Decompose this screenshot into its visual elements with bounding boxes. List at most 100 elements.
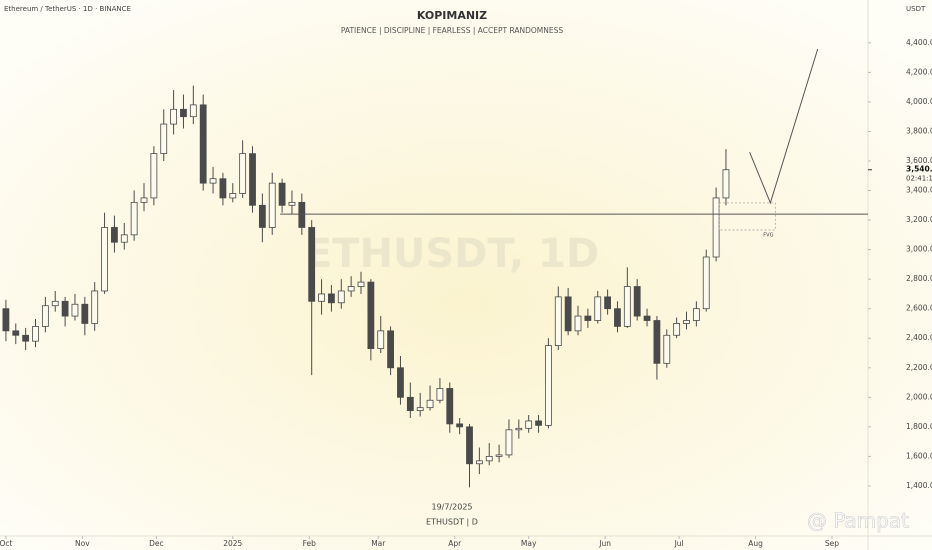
candle-body (239, 153, 247, 194)
watermark: ETHUSDT, 1D (305, 231, 599, 277)
y-tick-label: 4,400.00 (906, 38, 932, 47)
symbol-title: Ethereum / TetherUS · 1D · BINANCE (4, 5, 131, 13)
x-tick-label: May (521, 539, 537, 548)
candle-body (387, 330, 395, 369)
candle-body (673, 323, 681, 336)
x-tick-label: Aug (748, 539, 763, 548)
candle-body (416, 407, 424, 412)
candle-body (2, 308, 10, 332)
y-tick-label: 3,400.00 (906, 186, 932, 195)
candle-body (535, 420, 542, 426)
x-tick-label: Oct (0, 539, 12, 548)
candle-body (623, 286, 631, 327)
candle-body (357, 281, 365, 287)
site-mark: @ Pampat (807, 509, 909, 533)
author: KOPIMANIZ (417, 9, 487, 22)
candle-body (446, 388, 454, 425)
symbol-note: ETHUSDT | D (426, 518, 478, 527)
candle-body (22, 334, 30, 342)
x-tick-label: Dec (149, 539, 164, 548)
candle-body (712, 197, 720, 258)
candle-body (91, 290, 99, 324)
y-tick-label: 2,600.00 (906, 304, 932, 313)
candle-body (604, 296, 611, 310)
x-tick-label: 2025 (223, 539, 242, 548)
candle-body (633, 286, 641, 317)
x-tick-label: Mar (371, 539, 386, 548)
candle-body (594, 296, 602, 321)
candle-body (485, 455, 493, 462)
candle-body (120, 234, 128, 243)
candle-body (209, 178, 217, 184)
y-tick-label: 3,800.00 (906, 126, 932, 135)
candle-body (51, 300, 59, 307)
candle-body (505, 429, 513, 456)
candle-body (475, 460, 483, 465)
candle-body (150, 153, 158, 199)
candle-body (170, 108, 178, 125)
candle-body (298, 201, 306, 228)
x-tick-label: Nov (75, 539, 90, 548)
candle-body (258, 204, 266, 228)
x-tick-label: Jul (674, 539, 684, 548)
y-tick-label: 3,000.00 (906, 245, 932, 254)
x-tick-label: Jun (598, 539, 611, 548)
candle-body (692, 308, 700, 321)
y-tick-label: 2,400.00 (906, 333, 932, 342)
candle-body (564, 296, 572, 332)
candle-body (574, 315, 582, 332)
candle-body (308, 227, 316, 302)
candle-body (180, 108, 187, 118)
candle-body (12, 330, 20, 336)
y-tick-label: 3,600.00 (906, 156, 932, 165)
candle-body (278, 182, 286, 206)
candle-body (81, 303, 89, 324)
projection-line (749, 48, 819, 205)
candle-body (545, 345, 552, 426)
candle-body (318, 293, 325, 302)
candle-body (288, 201, 296, 206)
candle-body (71, 303, 79, 317)
candle-body (456, 423, 464, 428)
fvg-box (718, 202, 776, 231)
candle-body (160, 123, 168, 155)
candle-body (101, 227, 108, 292)
candle-body (702, 256, 710, 310)
candle-body (722, 169, 730, 199)
candle-body (515, 427, 523, 431)
y-tick-label: 1,400.00 (906, 481, 932, 490)
candle-body (683, 320, 690, 324)
candle-body (436, 388, 444, 401)
y-tick-label: 1,600.00 (906, 451, 932, 460)
candle-body (32, 326, 39, 342)
candle-body (406, 396, 414, 412)
candle-body (328, 293, 335, 304)
y-tick-label: 3,200.00 (906, 215, 932, 224)
x-tick-label: Sep (825, 539, 839, 548)
y-tick-label: 1,800.00 (906, 422, 932, 431)
candle-body (653, 320, 661, 364)
candle-body (614, 308, 621, 327)
countdown: 02:41:10 (906, 175, 932, 183)
y-tick-label: 2,000.00 (906, 392, 932, 401)
motto: PATIENCE | DISCIPLINE | FEARLESS | ACCEP… (341, 26, 563, 35)
candle-body (584, 315, 592, 321)
y-tick-label: 2,200.00 (906, 363, 932, 372)
candle-body (663, 334, 671, 364)
candle-body (367, 281, 375, 349)
candle-body (554, 296, 562, 347)
candle-body (268, 182, 276, 228)
candle-body (41, 305, 49, 327)
y-tick-label: 2,800.00 (906, 274, 932, 283)
y-tick-label: 4,000.00 (906, 97, 932, 106)
candle-body (337, 290, 345, 304)
candle-body (466, 426, 473, 465)
candle-body (199, 104, 207, 184)
candle-body (130, 201, 138, 236)
fvg-label: FVG (763, 232, 773, 238)
x-tick-label: Apr (448, 539, 462, 548)
candle-body (111, 227, 118, 243)
candle-body (140, 197, 148, 203)
